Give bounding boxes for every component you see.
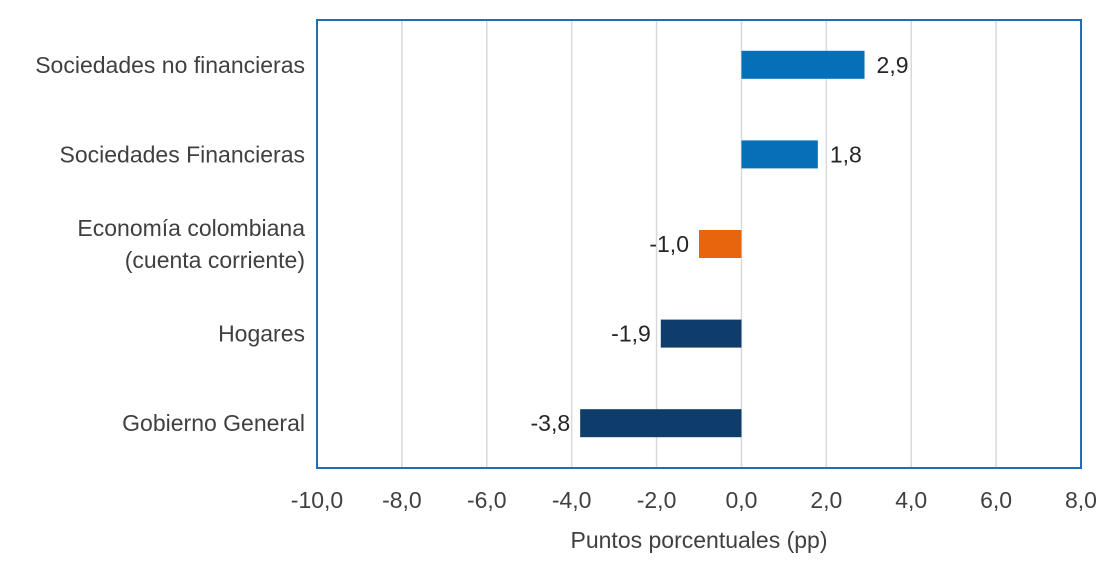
x-tick-label: 0,0 <box>725 487 757 513</box>
plot-frame <box>316 19 1082 469</box>
category-label: Hogares <box>218 321 305 347</box>
x-tick-label: 4,0 <box>895 487 927 513</box>
x-tick-label: -10,0 <box>291 487 343 513</box>
data-label: -3,8 <box>531 410 571 436</box>
x-tick-label: -8,0 <box>382 487 422 513</box>
bar <box>699 230 742 258</box>
bar <box>741 50 865 79</box>
category-label: Sociedades no financieras <box>35 52 305 78</box>
bar <box>741 140 818 169</box>
category-label: Gobierno General <box>122 410 305 436</box>
category-label: Economía colombiana (cuenta corriente) <box>77 215 305 273</box>
x-tick-label: 2,0 <box>810 487 842 513</box>
category-labels: Sociedades no financieras Sociedades Fina… <box>35 52 305 436</box>
data-label: -1,0 <box>649 231 689 257</box>
category-label: Sociedades Financieras <box>60 141 305 167</box>
x-tick-labels: -10,0 -8,0 -6,0 -4,0 -2,0 0,0 2,0 4,0 6,0 8,0 <box>291 487 1097 513</box>
x-tick-label: 6,0 <box>980 487 1012 513</box>
data-label: -1,9 <box>611 321 651 347</box>
x-tick-label: -4,0 <box>552 487 592 513</box>
x-tick-label: 8,0 <box>1065 487 1097 513</box>
bars <box>580 50 865 438</box>
data-label: 1,8 <box>830 141 862 167</box>
data-label: 2,9 <box>877 52 909 78</box>
bar <box>660 319 742 348</box>
data-labels: 2,9 1,8 -1,0 -1,9 -3,8 <box>531 52 909 436</box>
x-tick-label: -6,0 <box>467 487 507 513</box>
x-tick-label: -2,0 <box>637 487 677 513</box>
x-axis-title: Puntos porcentuales (pp) <box>571 527 828 553</box>
bar <box>580 409 742 438</box>
